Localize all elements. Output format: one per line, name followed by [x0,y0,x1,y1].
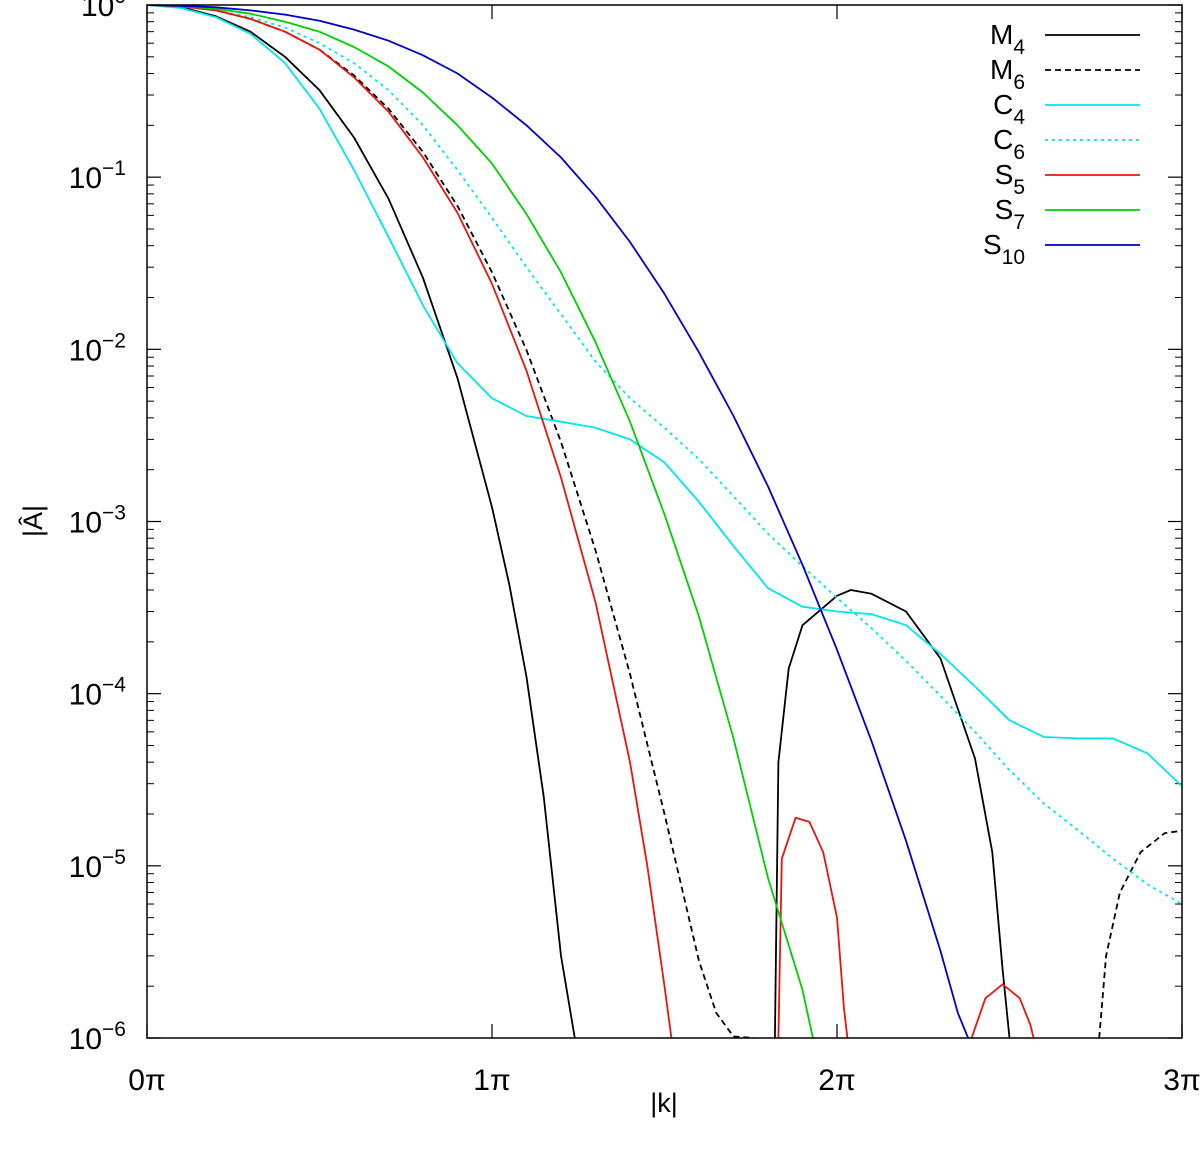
y-axis-label: |Â| [17,505,48,537]
series-line-c6-seg0 [147,5,1182,905]
y-tick-label: 10−3 [69,502,126,540]
data-series [147,5,1182,1038]
series-line-m4-seg1 [774,589,1011,1038]
x-axis-label: |k| [650,1088,678,1118]
x-tick-label: 1π [473,1064,510,1097]
legend-label: S10 [983,229,1025,269]
y-tick-label: 10−1 [69,157,126,195]
y-tick-label: 10−6 [69,1018,126,1056]
y-tick-label: 10−2 [69,329,126,367]
legend-label: C6 [993,124,1025,164]
legend-label: C4 [993,89,1025,129]
x-tick-label: 2π [818,1064,855,1097]
plot-background [147,5,1182,1038]
y-tick-label: 10−5 [69,846,126,884]
y-tick-label: 10−4 [69,674,127,712]
plot-frame [146,4,1183,1039]
legend-label: M6 [990,54,1025,94]
series-line-s5-seg1 [777,816,849,1038]
series-line-m4-seg0 [147,5,576,1038]
legend-label: S7 [995,194,1025,234]
series-line-s5-seg2 [970,983,1035,1038]
legend-label: M4 [990,19,1025,59]
series-line-s10-seg0 [147,5,969,1038]
legend-label: S5 [995,159,1025,199]
series-line-s5-seg0 [147,5,673,1038]
axis-tick-labels: 100 10−1 10−2 10−3 10−4 10−5 10−60π 1π 2π 3π [69,0,1200,1097]
x-tick-label: 3π [1163,1064,1200,1097]
series-line-c4-seg0 [147,5,1182,787]
x-tick-label: 0π [128,1064,165,1097]
series-line-s7-seg0 [147,5,814,1038]
y-tick-label: 100 [81,0,126,23]
